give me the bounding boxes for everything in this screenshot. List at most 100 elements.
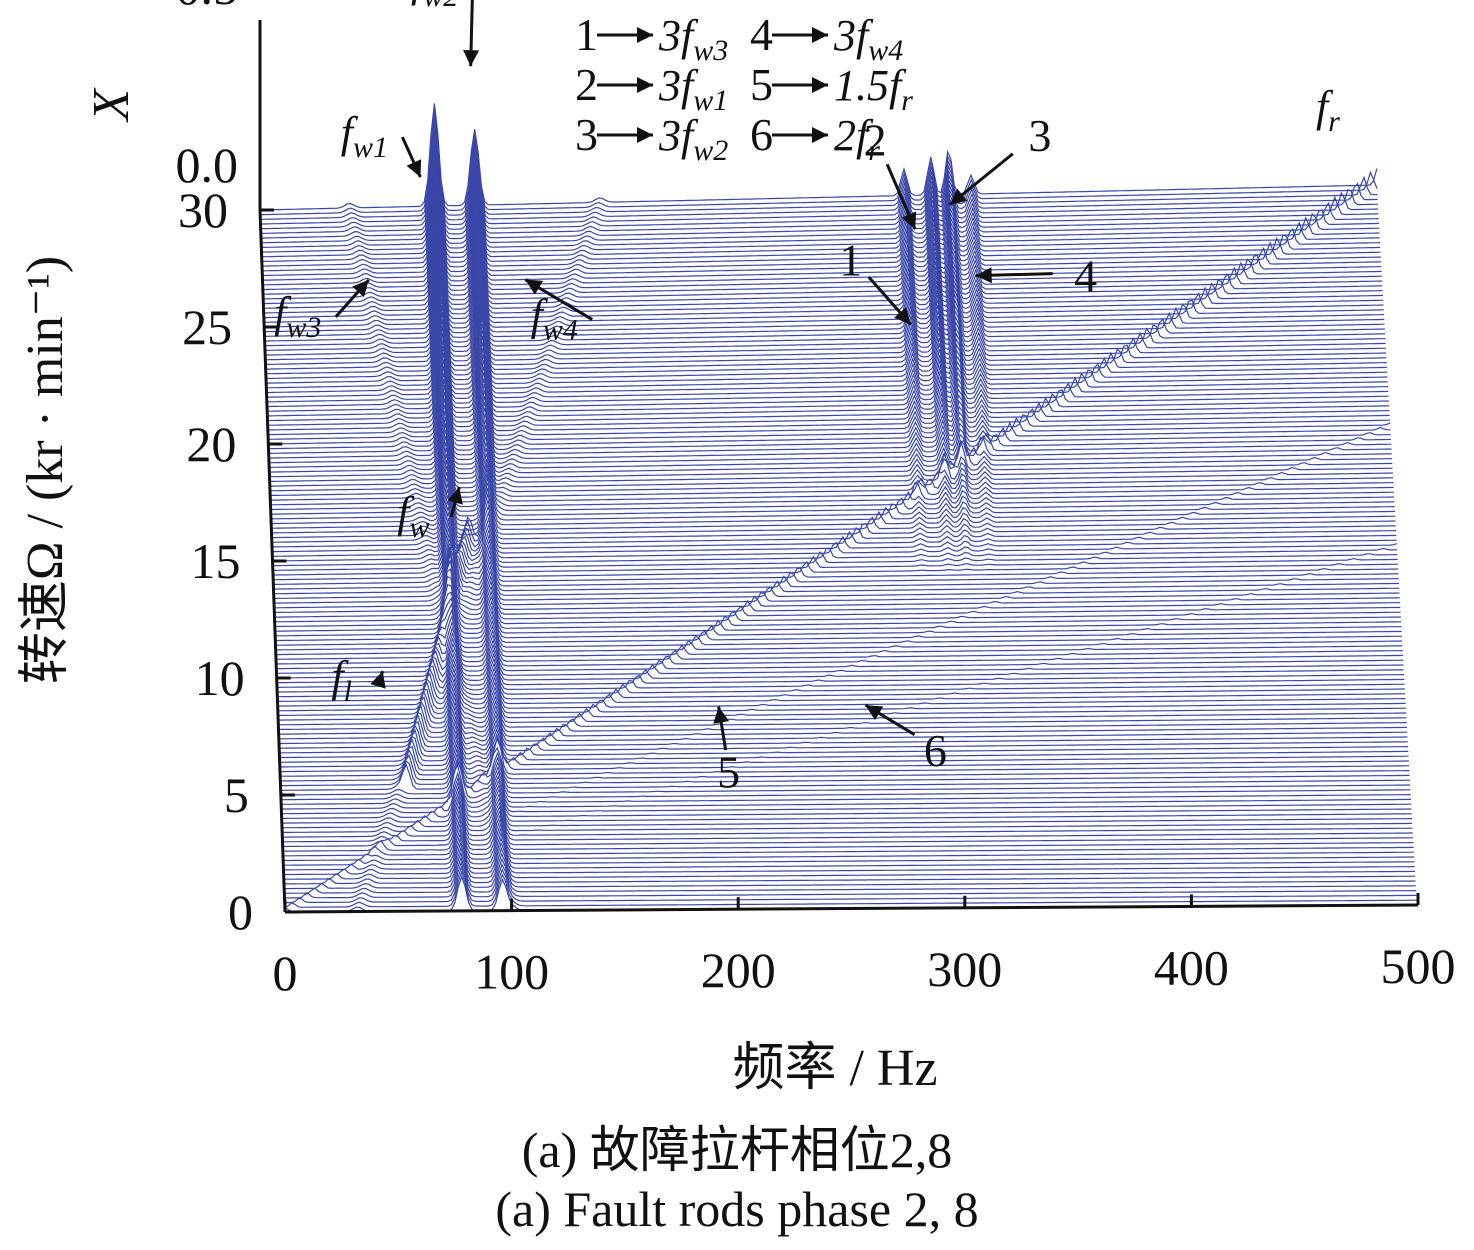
z-tick-label: 0.5 bbox=[176, 0, 239, 15]
spectrum-trace bbox=[276, 631, 1404, 674]
x-tick-label: 500 bbox=[1381, 938, 1456, 994]
y-tick-label: 5 bbox=[224, 767, 249, 823]
spectrum-trace bbox=[275, 583, 1402, 637]
spectrum-trace bbox=[266, 282, 1388, 389]
legend-arrow-head bbox=[637, 77, 653, 93]
spectrum-trace bbox=[269, 417, 1393, 487]
numbered-arrow-head bbox=[894, 307, 911, 325]
legend-entry-1: 1 3fw3 bbox=[575, 9, 728, 67]
numbered-arrow-head bbox=[865, 705, 884, 721]
z-tick-label: 0.0 bbox=[176, 137, 239, 193]
spectrum-trace bbox=[268, 372, 1391, 454]
spectrum-trace bbox=[275, 575, 1401, 632]
z-axis-title: X bbox=[83, 87, 140, 123]
spectrum-trace bbox=[267, 312, 1389, 412]
spectrum-trace bbox=[263, 192, 1382, 300]
spectrum-trace bbox=[265, 258, 1386, 365]
spectrum-trace bbox=[283, 841, 1415, 880]
spectrum-trace bbox=[271, 471, 1396, 529]
spectrum-trace bbox=[263, 188, 1382, 295]
spectrum-trace bbox=[266, 286, 1388, 394]
spectrum-trace bbox=[264, 244, 1385, 351]
legend-arrow-head bbox=[812, 27, 828, 43]
spectrum-trace bbox=[269, 404, 1393, 478]
spectrum-trace bbox=[260, 108, 1378, 216]
spectrum-trace bbox=[279, 719, 1409, 759]
spectrum-trace bbox=[261, 136, 1379, 244]
spectrum-trace bbox=[279, 710, 1408, 749]
peak-arrow-head bbox=[525, 279, 544, 295]
spectrum-trace bbox=[283, 831, 1415, 871]
numbered-label-5: 5 bbox=[713, 706, 740, 798]
spectrum-trace bbox=[264, 216, 1384, 323]
spectrum-trace bbox=[267, 325, 1389, 422]
spectrum-trace bbox=[281, 760, 1411, 801]
peak-arrow-head bbox=[406, 159, 422, 178]
x-tick-label: 0 bbox=[273, 945, 298, 1001]
spectrum-trace bbox=[271, 495, 1397, 548]
svg-text:5: 5 bbox=[750, 59, 773, 110]
peak-arrow-head bbox=[463, 50, 480, 67]
spectrum-trace bbox=[276, 620, 1403, 665]
legend-arrow-head bbox=[812, 127, 828, 143]
numbered-annotations: 1 2 3 4 5 6 bbox=[713, 110, 1097, 798]
spectrum-trace bbox=[268, 352, 1390, 440]
peak-label-fw4: fw4 bbox=[524, 278, 593, 347]
spectrum-trace bbox=[284, 860, 1417, 899]
svg-text:1: 1 bbox=[575, 9, 598, 60]
x-axis-title: 频率 / Hz bbox=[732, 1040, 937, 1097]
spectrum-trace bbox=[271, 483, 1396, 539]
spectrum-trace bbox=[284, 856, 1416, 894]
numbered-label-1: 1 bbox=[839, 234, 912, 326]
spectrum-trace bbox=[262, 173, 1381, 281]
numbered-label-2: 2 bbox=[864, 114, 917, 230]
numbered-arrow-head bbox=[713, 706, 730, 724]
spectrum-trace bbox=[263, 206, 1383, 314]
x-tick-labels: 0 100 200 300 400 500 bbox=[273, 893, 1456, 1001]
spectrum-trace bbox=[259, 103, 1378, 211]
spectrum-trace bbox=[270, 459, 1395, 520]
spectrum-trace bbox=[264, 220, 1384, 328]
spectrum-trace bbox=[284, 851, 1416, 890]
spectrum-trace bbox=[278, 682, 1406, 721]
spectrum-trace bbox=[263, 197, 1383, 305]
numbered-label-3: 3 bbox=[948, 110, 1051, 206]
spectrum-trace bbox=[261, 159, 1381, 267]
spectrum-trace bbox=[283, 836, 1415, 876]
spectrum-trace bbox=[274, 568, 1401, 628]
spectrum-trace bbox=[274, 547, 1400, 604]
svg-text:3fw2: 3fw2 bbox=[658, 111, 728, 167]
svg-text:fl: fl bbox=[331, 652, 352, 708]
spectrum-trace bbox=[267, 332, 1390, 426]
spectrum-trace bbox=[262, 178, 1382, 286]
spectrum-trace bbox=[261, 150, 1380, 258]
spectrum-trace bbox=[262, 164, 1381, 272]
spectrum-trace bbox=[265, 249, 1386, 356]
y-tick-labels: 0 5 10 15 20 25 30 bbox=[178, 182, 299, 940]
spectrum-trace bbox=[271, 465, 1395, 525]
spectrum-trace bbox=[281, 790, 1413, 829]
spectrum-trace bbox=[279, 715, 1408, 754]
spectrum-trace bbox=[261, 145, 1380, 253]
legend-entry-6: 6 2fr bbox=[750, 109, 880, 167]
legend-arrow-head bbox=[637, 27, 653, 43]
svg-text:3: 3 bbox=[575, 109, 598, 160]
spectrum-trace bbox=[275, 602, 1402, 651]
spectrum-trace bbox=[284, 846, 1416, 885]
svg-text:fw1: fw1 bbox=[341, 108, 388, 164]
y-tick-label: 15 bbox=[191, 533, 241, 589]
spectrum-trace bbox=[276, 647, 1405, 688]
spectrum-trace bbox=[273, 546, 1400, 599]
spectrum-trace bbox=[284, 870, 1417, 908]
spectrum-trace bbox=[260, 122, 1378, 230]
spectrum-trace bbox=[282, 799, 1413, 838]
peak-label-fr: fr bbox=[1316, 82, 1340, 138]
spectrum-trace bbox=[275, 608, 1403, 656]
spectrum-trace bbox=[277, 662, 1405, 702]
svg-text:fr: fr bbox=[1316, 82, 1340, 138]
svg-text:fw2: fw2 bbox=[411, 0, 458, 13]
z-tick-labels: 0.0 0.5 bbox=[176, 0, 239, 193]
spectrum-trace bbox=[282, 813, 1414, 852]
spectrum-trace bbox=[275, 591, 1402, 642]
spectrum-trace bbox=[269, 398, 1392, 473]
